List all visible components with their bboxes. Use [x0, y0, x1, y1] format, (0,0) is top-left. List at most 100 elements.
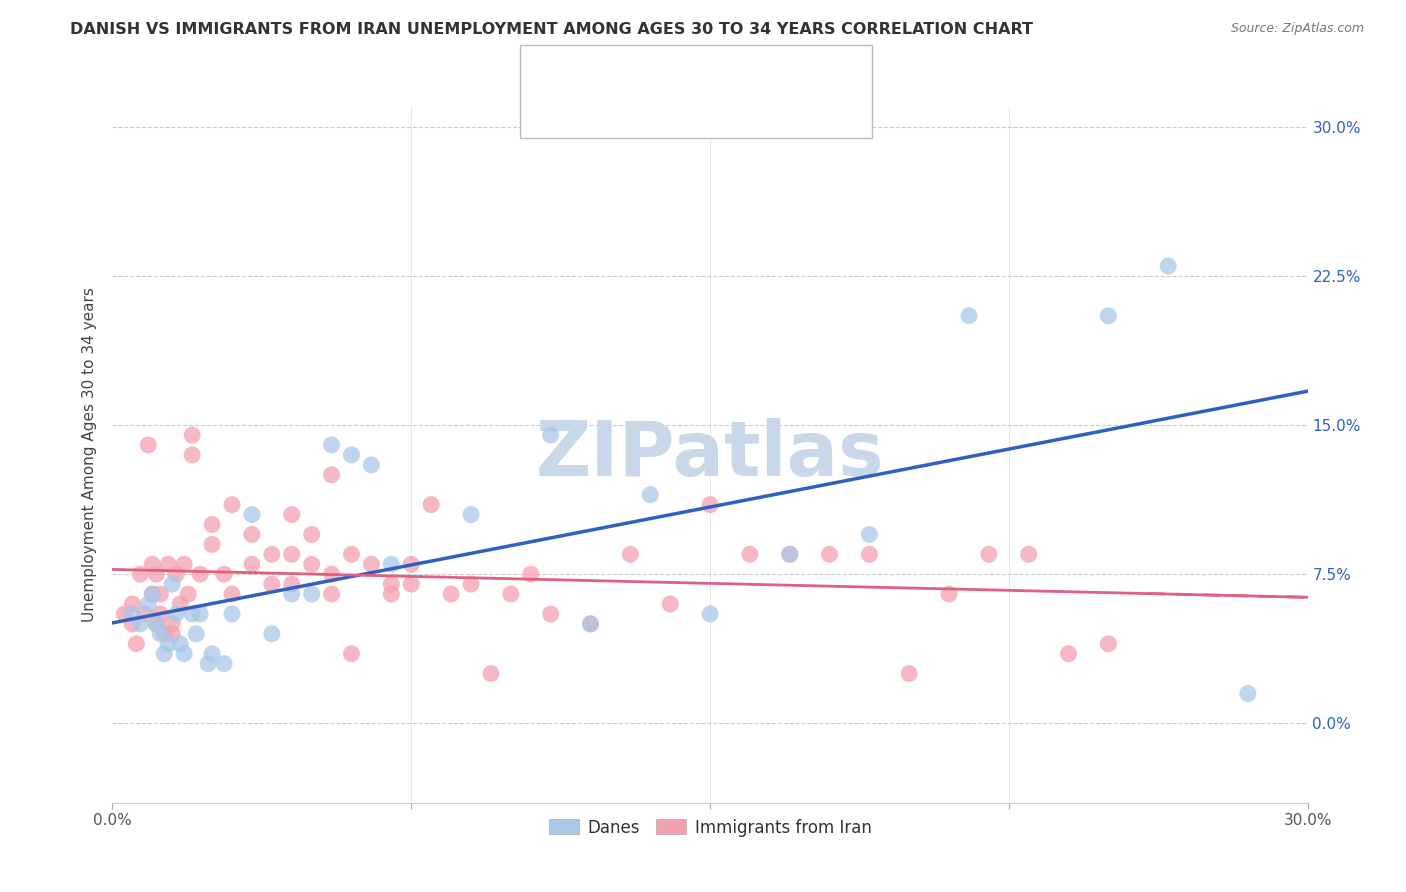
Point [340, 647, 363, 661]
Point [173, 647, 195, 661]
Point [360, 458, 382, 472]
Point [281, 577, 304, 591]
Point [699, 498, 721, 512]
Point [938, 587, 960, 601]
Point [141, 587, 163, 601]
Point [169, 637, 191, 651]
Point [619, 547, 641, 561]
Point [157, 558, 180, 572]
Point [499, 587, 522, 601]
Point [181, 448, 204, 462]
Point [141, 587, 163, 601]
Point [162, 616, 183, 631]
Point [121, 607, 143, 621]
Point [181, 607, 204, 621]
Point [129, 616, 152, 631]
Point [640, 488, 662, 502]
Point [240, 558, 263, 572]
Point [212, 657, 235, 671]
Point [579, 616, 602, 631]
Point [121, 616, 143, 631]
Point [301, 558, 323, 572]
Text: DANISH VS IMMIGRANTS FROM IRAN UNEMPLOYMENT AMONG AGES 30 TO 34 YEARS CORRELATIO: DANISH VS IMMIGRANTS FROM IRAN UNEMPLOYM… [70, 22, 1033, 37]
Point [281, 508, 304, 522]
Point [380, 587, 402, 601]
Point [1057, 647, 1080, 661]
Point [162, 627, 183, 641]
Point [197, 657, 219, 671]
Text: Source: ZipAtlas.com: Source: ZipAtlas.com [1230, 22, 1364, 36]
Point [260, 577, 283, 591]
Point [221, 498, 243, 512]
Point [957, 309, 980, 323]
Point [141, 558, 163, 572]
Point [129, 567, 152, 582]
Point [779, 547, 801, 561]
Point [401, 577, 423, 591]
Point [240, 527, 263, 541]
Point [977, 547, 1000, 561]
Point [201, 517, 224, 532]
Point [380, 558, 402, 572]
Point [579, 616, 602, 631]
Point [360, 558, 382, 572]
Point [149, 627, 172, 641]
Text: R =  0.514: R = 0.514 [591, 60, 679, 78]
Point [125, 637, 148, 651]
Point [321, 438, 343, 452]
Point [659, 597, 682, 611]
Point [440, 587, 463, 601]
Point [157, 637, 180, 651]
Point [281, 587, 304, 601]
Point [145, 616, 167, 631]
Point [162, 577, 183, 591]
Point [858, 547, 880, 561]
Point [260, 547, 283, 561]
Point [321, 467, 343, 482]
Point [779, 547, 801, 561]
Point [145, 616, 167, 631]
Point [188, 567, 211, 582]
Point [301, 527, 323, 541]
Bar [534, 53, 581, 84]
Point [138, 438, 160, 452]
Point [520, 567, 543, 582]
Point [138, 597, 160, 611]
Point [165, 607, 187, 621]
Point [401, 558, 423, 572]
Point [134, 607, 156, 621]
Point [149, 607, 172, 621]
Point [1097, 637, 1119, 651]
Point [738, 547, 761, 561]
Point [699, 607, 721, 621]
Point [181, 428, 204, 442]
Point [201, 537, 224, 551]
Point [479, 666, 502, 681]
Point [1237, 686, 1260, 700]
Point [321, 587, 343, 601]
Point [301, 587, 323, 601]
Point [1018, 547, 1040, 561]
Point [173, 558, 195, 572]
Point [281, 547, 304, 561]
Point [818, 547, 841, 561]
Point [858, 527, 880, 541]
Legend: Danes, Immigrants from Iran: Danes, Immigrants from Iran [541, 812, 879, 843]
Point [149, 587, 172, 601]
Point [145, 567, 167, 582]
Point [540, 428, 562, 442]
Point [1097, 309, 1119, 323]
Text: N = 38: N = 38 [742, 60, 800, 78]
Point [380, 577, 402, 591]
Point [898, 666, 921, 681]
Bar [534, 98, 581, 129]
Point [212, 567, 235, 582]
Point [169, 597, 191, 611]
Point [1157, 259, 1180, 273]
Point [321, 567, 343, 582]
Point [188, 607, 211, 621]
Point [340, 448, 363, 462]
Point [114, 607, 135, 621]
Point [153, 647, 176, 661]
Point [460, 577, 482, 591]
